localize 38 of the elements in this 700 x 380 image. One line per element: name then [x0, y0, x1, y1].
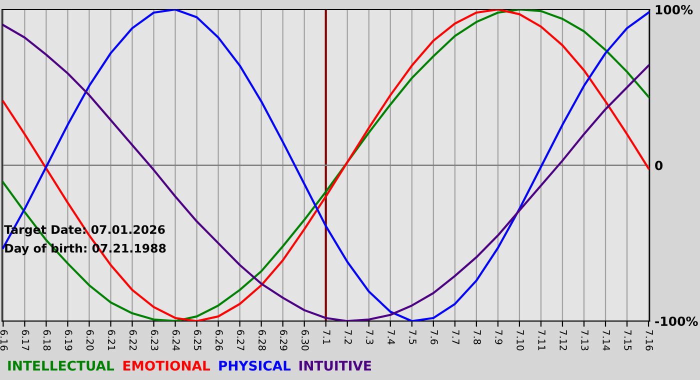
x-tick-label: 7.8 — [474, 330, 481, 344]
x-tick-label: 6.17 — [22, 330, 30, 350]
x-tick-label: 6.20 — [86, 330, 94, 350]
x-tick-label: 7.11 — [538, 330, 546, 350]
x-tick-label: 6.18 — [43, 330, 51, 350]
x-tick-label: 6.26 — [215, 330, 223, 350]
text: INTUITIVE — [299, 360, 371, 371]
x-tick-label: 7.15 — [624, 330, 632, 350]
x-tick-label: 7.1 — [323, 330, 330, 344]
x-tick-label: 7.16 — [646, 330, 654, 350]
x-tick-label: 7.7 — [452, 330, 460, 344]
x-tick-label: 7.13 — [581, 330, 589, 350]
y-tick-label: -100% — [655, 316, 698, 326]
x-tick-label: 7.4 — [388, 330, 395, 344]
x-tick-label: 6.23 — [150, 330, 158, 350]
x-tick-label: 6.30 — [302, 330, 309, 350]
text: EMOTIONAL — [123, 360, 210, 371]
y-tick-label: 0 — [655, 160, 663, 170]
x-tick-label: 7.5 — [409, 330, 416, 344]
x-tick-label: 7.14 — [602, 330, 610, 351]
x-tick-label: 6.22 — [129, 330, 137, 350]
x-tick-label: 7.6 — [430, 330, 438, 344]
x-tick-label: 6.29 — [280, 330, 288, 350]
x-tick-label: 6.25 — [194, 330, 202, 350]
x-tick-label: 6.19 — [64, 330, 72, 350]
x-tick-label: 6.21 — [108, 330, 116, 350]
x-tick-label: 7.9 — [495, 330, 502, 344]
x-tick-label: 6.28 — [258, 330, 266, 350]
y-tick-label: 100% — [656, 4, 693, 14]
x-tick-label: 7.3 — [366, 330, 374, 344]
text: PHYSICAL — [219, 360, 291, 371]
x-tick-label: 6.27 — [236, 330, 244, 350]
x-tick-label: 6.16 — [0, 330, 8, 350]
x-tick-label: 6.24 — [172, 330, 180, 351]
x-tick-label: 7.12 — [560, 330, 568, 350]
x-tick-label: 7.2 — [344, 330, 352, 344]
x-tick-label: 7.10 — [516, 330, 524, 350]
text: INTELLECTUAL — [8, 360, 114, 371]
